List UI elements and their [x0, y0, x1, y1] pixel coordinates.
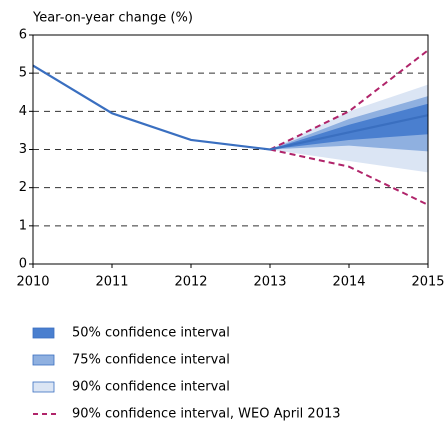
y-tick-label: 3	[19, 142, 27, 157]
y-tick-label: 2	[19, 180, 27, 195]
y-tick-label: 0	[19, 257, 27, 272]
x-tick-label: 2011	[95, 275, 128, 290]
confidence-band	[270, 103, 428, 150]
x-tick-label: 2012	[174, 275, 207, 290]
y-tick-label: 1	[19, 218, 27, 233]
legend-label: 90% confidence interval, WEO April 2013	[72, 407, 341, 422]
x-tick-label: 2014	[332, 275, 365, 290]
weo-line	[269, 49, 429, 151]
x-tick-label: 2013	[253, 275, 286, 290]
legend-label: 90% confidence interval	[72, 380, 230, 395]
legend-label: 50% confidence interval	[72, 326, 230, 341]
weo-line	[269, 148, 429, 206]
plot-frame	[32, 34, 429, 265]
legend-label: 75% confidence interval	[72, 353, 230, 368]
x-tick-label: 2010	[16, 275, 49, 290]
y-tick-label: 4	[19, 104, 27, 119]
legend-swatch	[32, 327, 55, 339]
y-tick-label: 6	[19, 28, 27, 43]
y-tick-label: 5	[19, 66, 27, 81]
x-tick-label: 2015	[411, 275, 444, 290]
y-axis-label: Year-on-year change (%)	[32, 11, 193, 26]
legend-swatch	[32, 354, 55, 366]
central-line	[32, 64, 429, 151]
legend-swatch	[32, 381, 55, 393]
